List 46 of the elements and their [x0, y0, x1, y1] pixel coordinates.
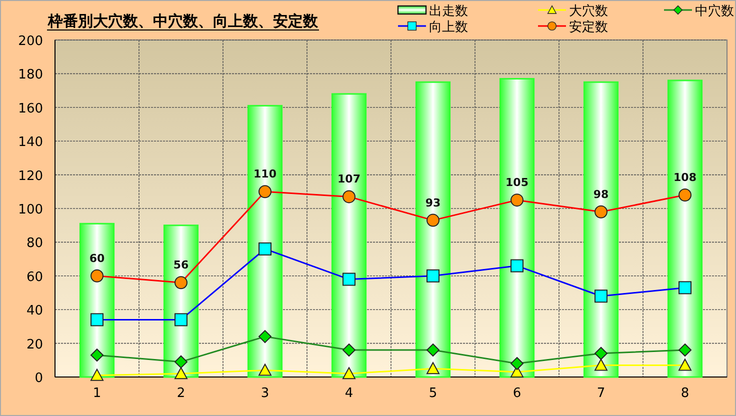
point	[90, 368, 104, 381]
x-tick-label: 6	[512, 386, 522, 401]
bar	[331, 93, 367, 378]
point	[342, 367, 356, 380]
bar	[667, 80, 703, 378]
y-tick-label: 20	[26, 337, 43, 352]
x-tick-label: 2	[176, 386, 186, 401]
y-tick-label: 60	[26, 270, 43, 285]
x-tick-label: 4	[344, 386, 354, 401]
point	[426, 362, 440, 374]
legend-label: 安定数	[569, 19, 608, 35]
y-tick-label: 200	[18, 34, 43, 49]
data-label: 98	[593, 188, 609, 201]
x-tick-label: 7	[596, 386, 606, 401]
x-tick-label: 5	[428, 386, 438, 401]
legend-label: 向上数	[429, 20, 468, 35]
y-tick-label: 160	[18, 101, 43, 116]
y-tick-label: 180	[18, 68, 43, 83]
bar	[583, 81, 619, 378]
data-label: 93	[425, 196, 441, 210]
y-tick-label: 80	[26, 236, 43, 252]
bar	[499, 78, 535, 378]
data-label: 60	[89, 252, 105, 265]
data-label: 105	[506, 176, 528, 190]
point	[678, 358, 692, 371]
legend-label: 中穴数	[695, 4, 734, 19]
x-tick-label: 1	[92, 386, 102, 401]
y-tick-label: 0	[34, 371, 43, 386]
data-label: 110	[254, 168, 277, 181]
bar	[247, 104, 283, 378]
point	[594, 358, 608, 371]
data-label: 108	[674, 171, 696, 184]
y-tick-label: 40	[26, 304, 43, 319]
bar	[415, 81, 451, 378]
y-tick-label: 100	[18, 202, 43, 218]
point	[258, 364, 272, 376]
x-tick-label: 8	[680, 386, 690, 401]
point	[174, 367, 188, 380]
chart-title: 枠番別大穴数、中穴数、向上数、安定数	[47, 12, 319, 30]
legend-label: 出走数	[429, 4, 468, 19]
data-label: 107	[338, 172, 360, 186]
y-tick-label: 120	[18, 168, 43, 184]
data-label: 56	[173, 258, 189, 272]
legend-label: 大穴数	[569, 4, 608, 19]
y-tick-label: 140	[18, 135, 43, 150]
x-tick-label: 3	[260, 386, 270, 401]
